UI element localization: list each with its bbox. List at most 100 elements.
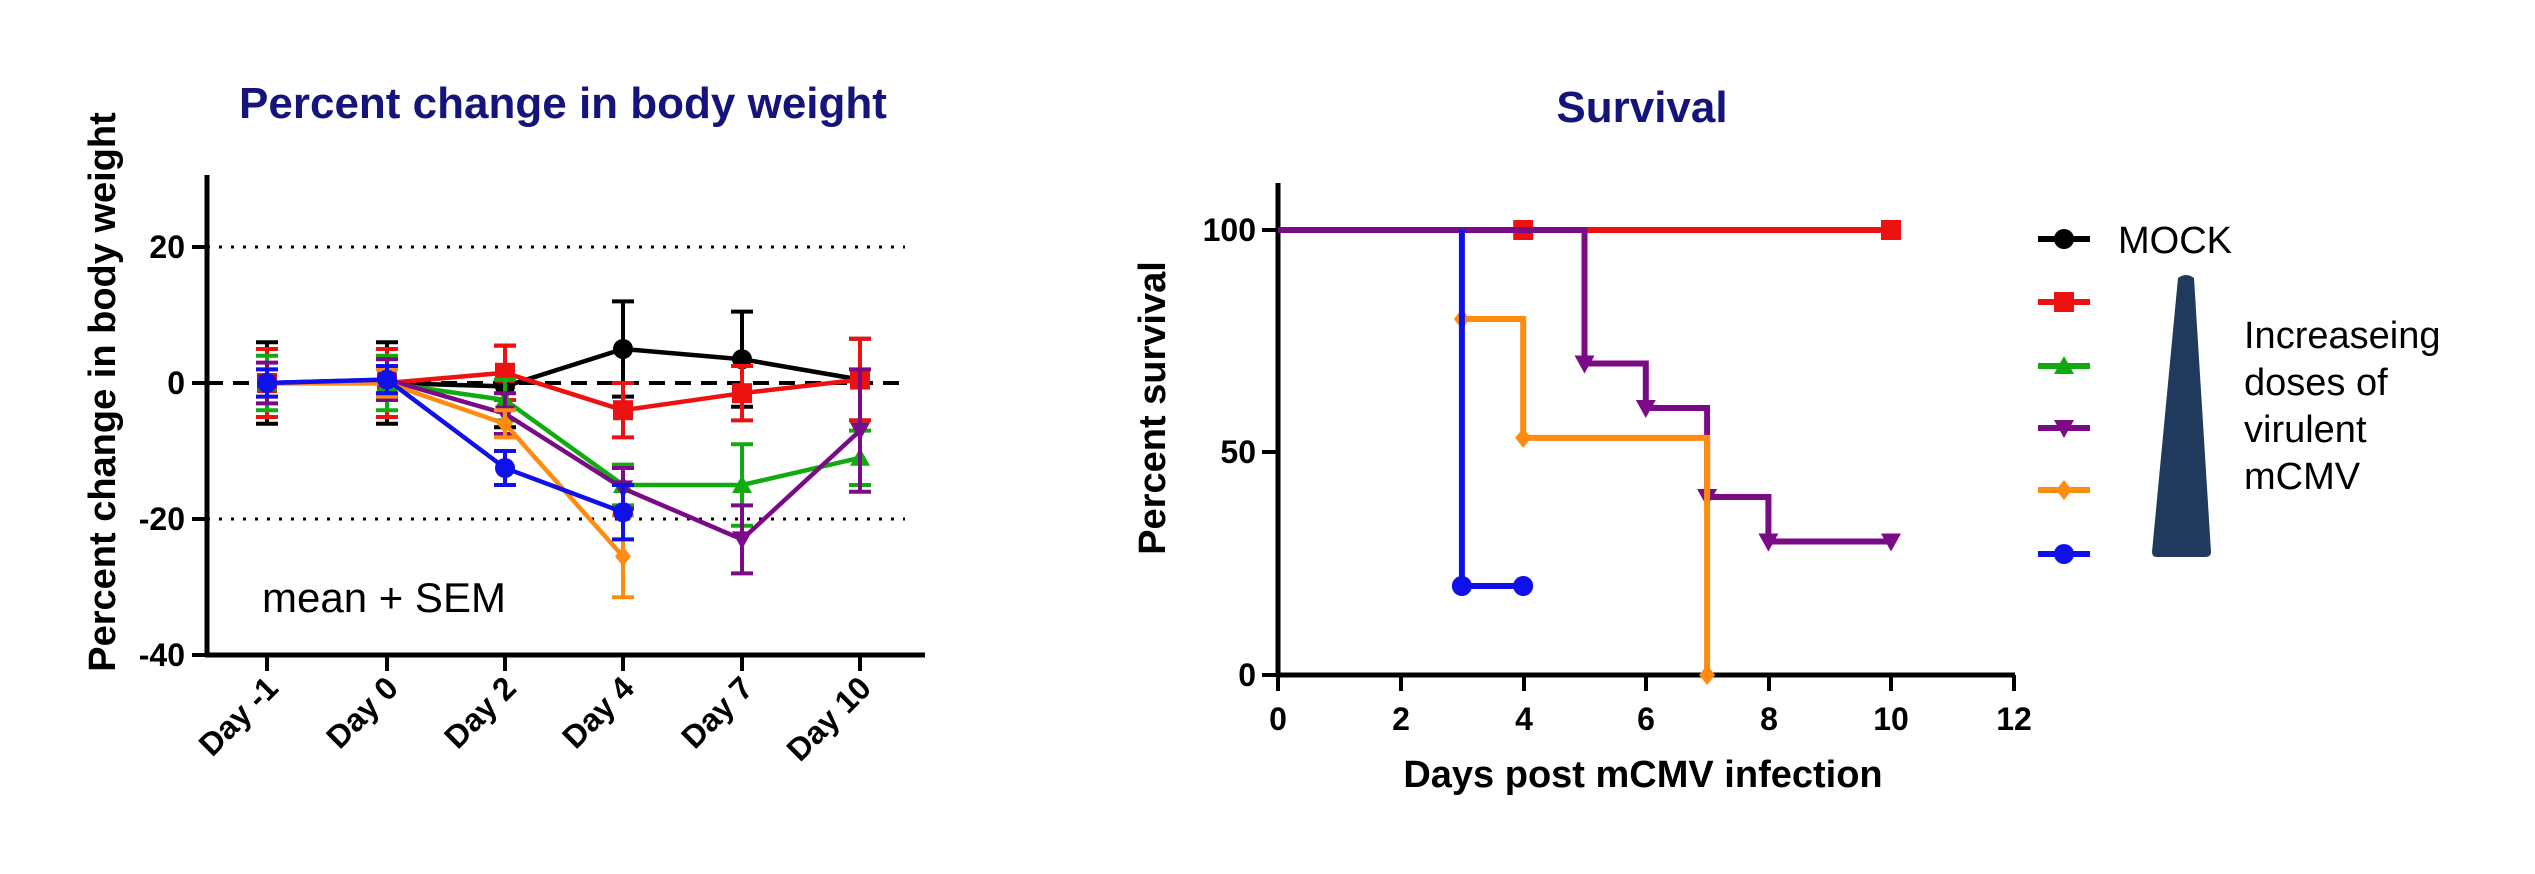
weight-y-tick-label: 0 (167, 365, 185, 401)
weight-x-tick: Day 2 (437, 655, 523, 755)
legend-entry-purple (2038, 420, 2090, 438)
weight-x-tick-label: Day 2 (437, 669, 523, 755)
survival-chart: Survival Percent survival Days post mCMV… (1132, 83, 2451, 796)
data-point (732, 383, 752, 404)
data-point (613, 400, 633, 421)
survival-point (1881, 533, 1901, 552)
weight-series (256, 299, 871, 600)
legend-entry-mock (2038, 229, 2090, 249)
data-point (850, 422, 870, 441)
survival-chart-title: Survival (1556, 83, 1727, 132)
survival-x-tick: 8 (1760, 675, 1778, 737)
series-line (266, 377, 624, 515)
survival-point (1758, 533, 1779, 552)
legend-marker-icon (2054, 292, 2074, 312)
data-point (257, 373, 277, 393)
legend-entry-orange (2038, 480, 2090, 500)
weight-x-tick-label: Day -1 (192, 669, 285, 762)
survival-x-tick: 4 (1515, 675, 1533, 737)
legend-entry-red (2038, 292, 2090, 312)
weight-y-tick-label: -40 (139, 637, 185, 673)
survival-curve (1458, 230, 1524, 589)
survival-y-tick: 100 (1203, 212, 1278, 248)
mean-sem-annotation: mean + SEM (262, 574, 506, 621)
data-point (732, 475, 752, 493)
survival-x-tick-label: 0 (1269, 701, 1287, 737)
data-point (497, 413, 513, 434)
weight-series-mock (256, 299, 871, 430)
survival-point (1881, 220, 1901, 240)
legend-marker-icon (2054, 544, 2074, 564)
weight-y-axis-label: Percent change in body weight (82, 112, 124, 672)
weight-x-tick: Day 0 (319, 655, 405, 755)
increasing-dose-wedge-icon (2152, 275, 2211, 557)
weight-y-tick: -40 (139, 637, 207, 673)
dose-annotation: Increaseing doses of virulent mCMV (2244, 315, 2451, 498)
survival-x-tick-label: 6 (1637, 701, 1655, 737)
survival-y-tick-label: 100 (1203, 212, 1256, 248)
survival-x-tick-label: 4 (1515, 701, 1533, 737)
weight-series-blue (256, 364, 634, 542)
weight-y-tick: 0 (167, 365, 207, 401)
data-point (615, 546, 631, 567)
survival-x-tick: 12 (1996, 675, 2032, 737)
weight-x-tick: Day 4 (555, 655, 641, 755)
survival-series-purple (1278, 227, 1901, 552)
weight-y-tick-label: 20 (149, 229, 185, 265)
legend-entry-blue (2038, 544, 2090, 564)
survival-y-tick-label: 0 (1238, 657, 1256, 693)
survival-series-blue (1451, 230, 1534, 596)
dose-annotation-line-4: mCMV (2244, 456, 2361, 498)
legend-marker-icon (2056, 480, 2072, 500)
weight-x-tick-label: Day 7 (674, 669, 760, 755)
survival-x-ticks: 0 2 4 6 8 10 1 (1269, 675, 2032, 737)
legend-label-mock: MOCK (2118, 220, 2232, 262)
survival-point (1699, 665, 1716, 685)
survival-point (1574, 355, 1595, 374)
weight-chart-title: Percent change in body weight (239, 79, 887, 128)
survival-x-tick-label: 10 (1873, 701, 1909, 737)
legend-marker-icon (2054, 229, 2074, 249)
survival-y-ticks: 100 50 0 (1203, 212, 1278, 693)
weight-y-ticks: 20 0 -20 -40 (139, 229, 207, 673)
body-weight-chart: Percent change in body weight Percent ch… (82, 79, 925, 768)
data-point (613, 339, 633, 359)
weight-x-tick-label: Day 0 (319, 669, 405, 755)
weight-y-tick: -20 (139, 501, 207, 537)
data-point (495, 458, 515, 478)
weight-x-tick-label: Day 10 (780, 669, 878, 767)
weight-y-tick: 20 (149, 229, 207, 265)
data-point (613, 502, 633, 523)
weight-x-tick: Day 10 (780, 655, 878, 768)
survival-x-tick-label: 12 (1996, 701, 2032, 737)
survival-y-tick: 0 (1238, 657, 1278, 693)
dose-annotation-line-2: doses of (2244, 362, 2388, 404)
survival-point (1515, 427, 1532, 448)
series-line (266, 377, 862, 542)
series-line (267, 380, 861, 488)
weight-y-tick-label: -20 (139, 501, 185, 537)
survival-x-axis-label: Days post mCMV infection (1403, 754, 1882, 796)
data-point (732, 531, 752, 550)
survival-x-tick: 0 (1269, 675, 1287, 737)
weight-x-tick-label: Day 4 (555, 669, 641, 755)
legend-entry-green (2038, 356, 2090, 374)
legend: MOCK Increaseing doses of virulent mCMV (2038, 220, 2451, 564)
survival-y-axis-label: Percent survival (1132, 261, 1174, 555)
survival-x-tick-label: 8 (1760, 701, 1778, 737)
legend-marker-icon (2054, 356, 2074, 374)
dose-annotation-line-3: virulent (2244, 409, 2367, 451)
dose-annotation-line-1: Increaseing (2244, 315, 2440, 357)
weight-x-tick: Day 7 (674, 655, 760, 755)
weight-series-orange (256, 367, 634, 600)
weight-x-tick: Day -1 (192, 655, 285, 763)
survival-point (1451, 576, 1472, 596)
survival-series (1278, 220, 1901, 685)
legend-marker-icon (2054, 420, 2074, 438)
survival-x-tick-label: 2 (1392, 701, 1410, 737)
survival-x-tick: 10 (1873, 675, 1909, 737)
data-point (377, 369, 397, 390)
weight-x-ticks: Day -1 Day 0 Day 2 Day 4 Day 7 Day 10 (192, 655, 878, 768)
survival-x-tick: 2 (1392, 675, 1410, 737)
